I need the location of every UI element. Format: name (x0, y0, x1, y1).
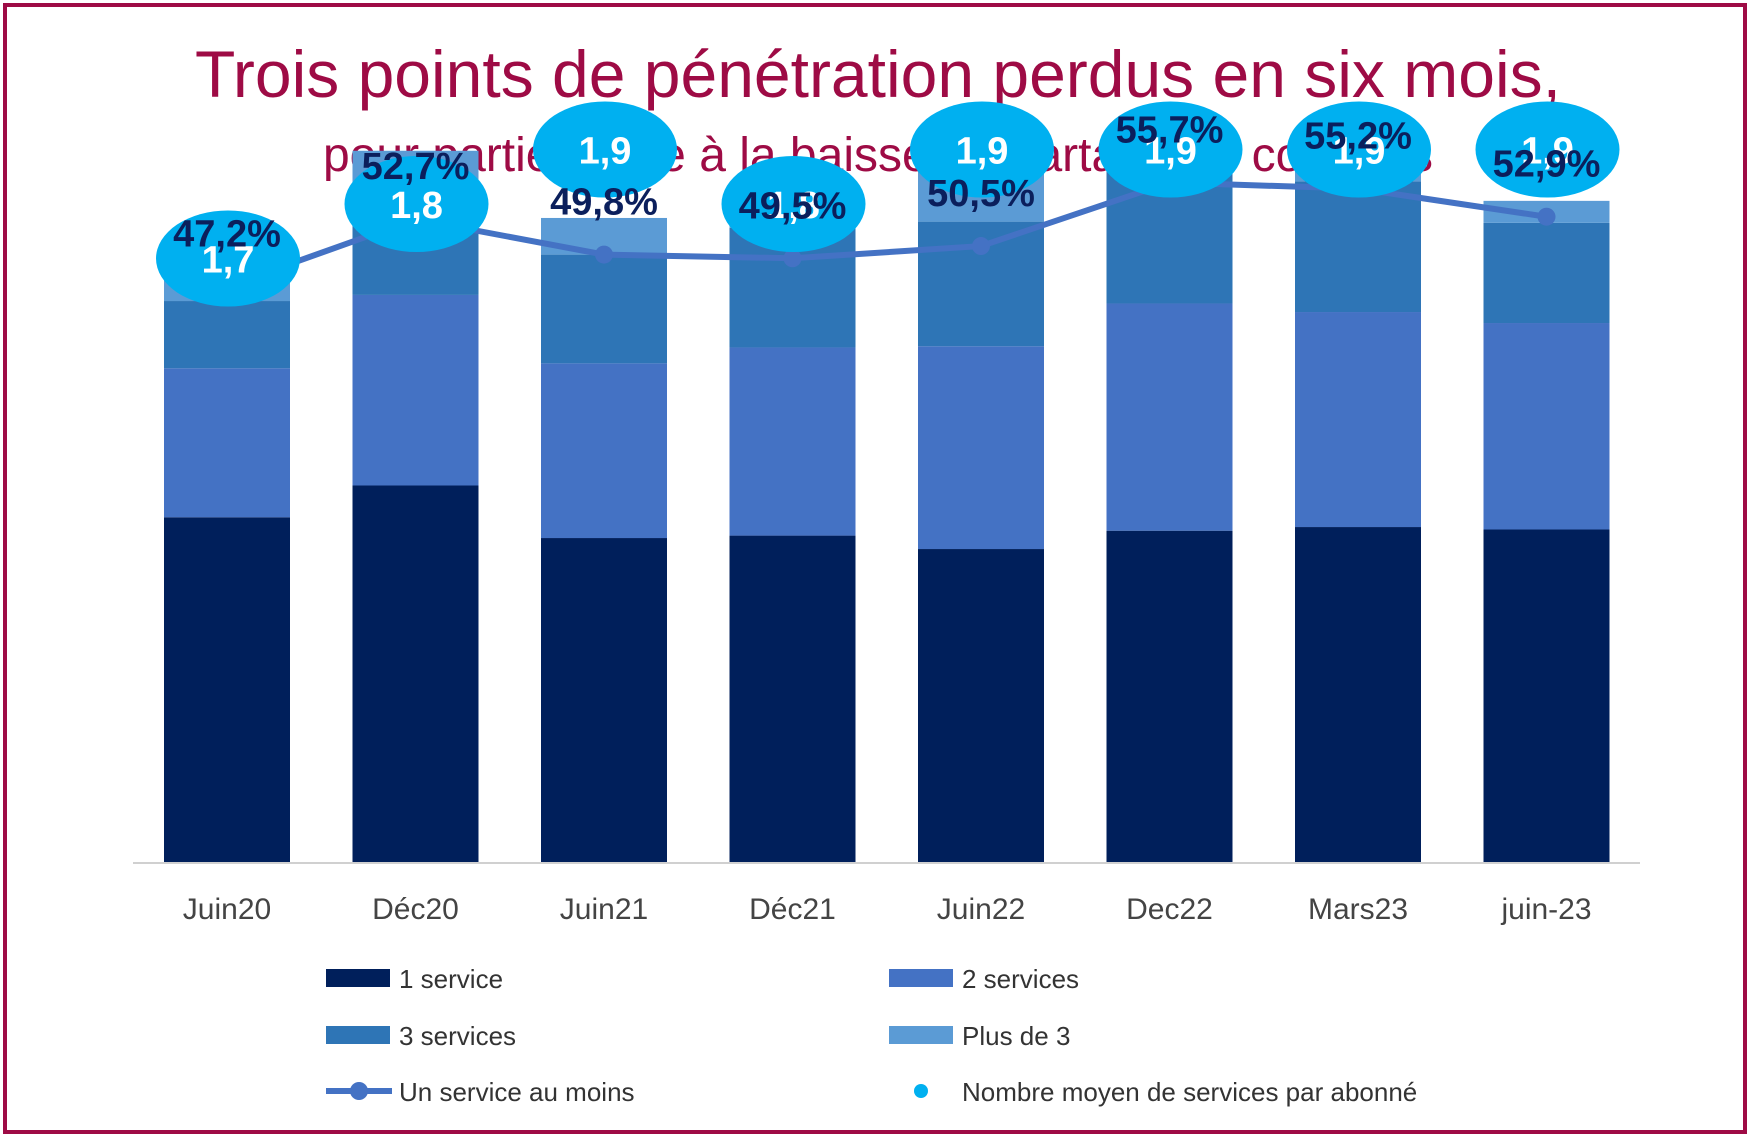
chart-frame (3, 3, 1747, 1134)
line-data-label: 49,5% (739, 185, 847, 227)
line-point (783, 249, 802, 268)
bar-segment-2 (918, 346, 1044, 550)
bar-segment-2 (729, 347, 856, 536)
bar-segment-2 (1483, 323, 1610, 530)
legend-label: Nombre moyen de services par abonné (962, 1077, 1417, 1107)
bar-segment-1 (729, 535, 856, 863)
bar-segment-1 (1483, 529, 1610, 863)
line-data-label: 49,8% (550, 182, 658, 224)
bubble-marker (721, 156, 866, 252)
legend-label: 1 service (399, 964, 503, 994)
bubble-label: 1,8 (767, 185, 820, 227)
bar-segment-3 (164, 301, 290, 369)
legend-swatch (889, 969, 953, 987)
line-point (972, 237, 990, 256)
bubble-marker (1287, 101, 1431, 198)
x-tick-label: Déc20 (372, 893, 459, 926)
line-data-label: 55,7% (1116, 110, 1224, 152)
bar-segment-1 (1295, 527, 1421, 863)
bubble-marker (1098, 101, 1243, 198)
line-point (1537, 207, 1556, 226)
bar-segment-1 (352, 485, 479, 863)
bubble-label: 1,9 (1333, 131, 1386, 173)
x-tick-label: Déc21 (749, 893, 836, 926)
x-tick-label: Mars23 (1308, 893, 1408, 926)
legend-label: 2 services (962, 964, 1079, 994)
bar-segment-1 (541, 538, 667, 863)
x-tick-label: Juin22 (937, 893, 1025, 926)
line-data-label: 47,2% (173, 213, 281, 255)
chart-subtitle: pour partie grâce à la baisse du partage… (322, 129, 1434, 182)
line-data-label: 55,2% (1304, 116, 1412, 158)
chart-title: Trois points de pénétration perdus en si… (195, 37, 1561, 111)
legend-label: 3 services (399, 1021, 516, 1051)
x-tick-label: Dec22 (1126, 893, 1213, 926)
legend-bubble-marker (914, 1084, 928, 1098)
bar-segment-2 (1295, 312, 1421, 528)
bar-segment-3 (1483, 222, 1610, 324)
bubble-marker (156, 210, 300, 307)
bar-segment-3 (1295, 181, 1421, 313)
line-data-label: 52,9% (1493, 144, 1601, 186)
line-point (595, 245, 613, 264)
bubble-marker (1475, 101, 1620, 198)
bubble-label: 1,8 (390, 185, 443, 227)
bubble-marker (344, 156, 489, 252)
bubble-marker (533, 101, 677, 198)
line-data-label: 52,7% (362, 146, 470, 188)
bubble-label: 1,7 (202, 240, 255, 282)
legend-label: Plus de 3 (962, 1021, 1070, 1051)
bar-segment-1 (1106, 530, 1233, 863)
bar-segment-2 (164, 368, 290, 518)
bubble-label: 1,9 (956, 131, 1009, 173)
legend-label: Un service au moins (399, 1077, 635, 1107)
legend-swatch (326, 969, 390, 987)
bubble-label: 1,9 (1144, 131, 1197, 173)
x-tick-label: Juin20 (183, 893, 271, 926)
x-tick-label: juin-23 (1500, 893, 1591, 926)
bar-segment-1 (918, 549, 1044, 863)
bubble-marker (910, 101, 1054, 198)
bar-segment-1 (164, 517, 290, 863)
legend-line-marker (350, 1082, 368, 1100)
x-tick-label: Juin21 (560, 893, 648, 926)
bar-segment-2 (352, 294, 479, 486)
line-data-label: 50,5% (927, 173, 1035, 215)
legend-swatch (326, 1026, 390, 1044)
bar-segment-3 (541, 254, 667, 364)
legend-swatch (889, 1026, 953, 1044)
bar-segment-2 (1106, 303, 1233, 531)
bar-segment-2 (541, 363, 667, 539)
bubble-label: 1,9 (579, 131, 632, 173)
bubble-label: 1,9 (1521, 131, 1574, 173)
